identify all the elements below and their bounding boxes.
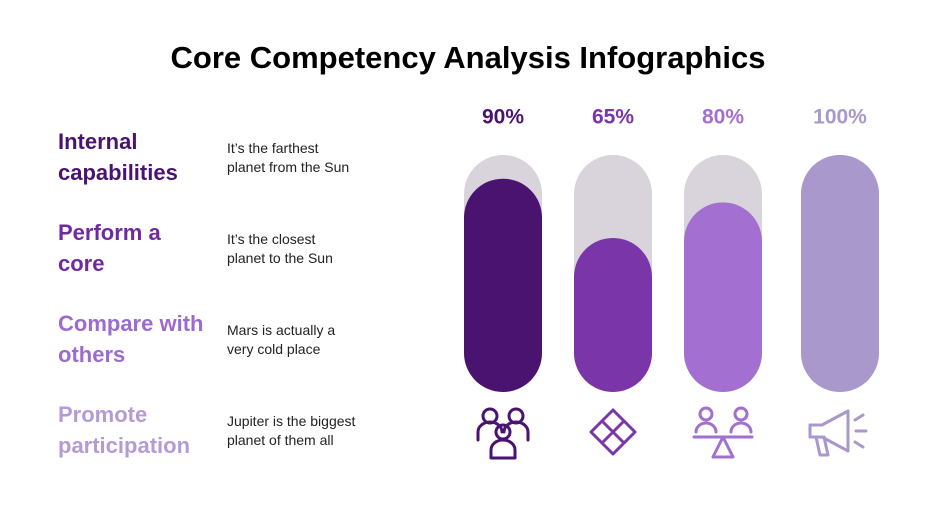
balance-icon	[692, 406, 754, 459]
value-label: 90%	[482, 106, 524, 129]
value-label: 80%	[702, 106, 744, 129]
item-heading: Perform a core	[58, 220, 161, 276]
item-heading: Compare with others	[58, 311, 203, 367]
bar	[574, 237, 652, 392]
bar	[684, 202, 762, 392]
value-label: 65%	[592, 106, 634, 129]
item-heading: Internal capabilities	[58, 129, 178, 185]
item-text: It’s the closest planet to the Sun	[227, 231, 333, 266]
icons	[476, 406, 868, 460]
slide-title: Core Competency Analysis Infographics	[171, 40, 766, 75]
megaphone-icon	[808, 409, 868, 457]
item-heading: Promote participation	[58, 402, 190, 458]
bar	[464, 178, 542, 392]
bar	[801, 155, 879, 392]
item-text: It’s the farthest planet from the Sun	[227, 140, 349, 175]
team-icon	[476, 407, 530, 460]
puzzle-icon	[589, 408, 637, 456]
value-label: 100%	[813, 106, 867, 129]
item-text: Jupiter is the biggest planet of them all	[227, 413, 356, 448]
item-text: Mars is actually a very cold place	[227, 322, 335, 357]
